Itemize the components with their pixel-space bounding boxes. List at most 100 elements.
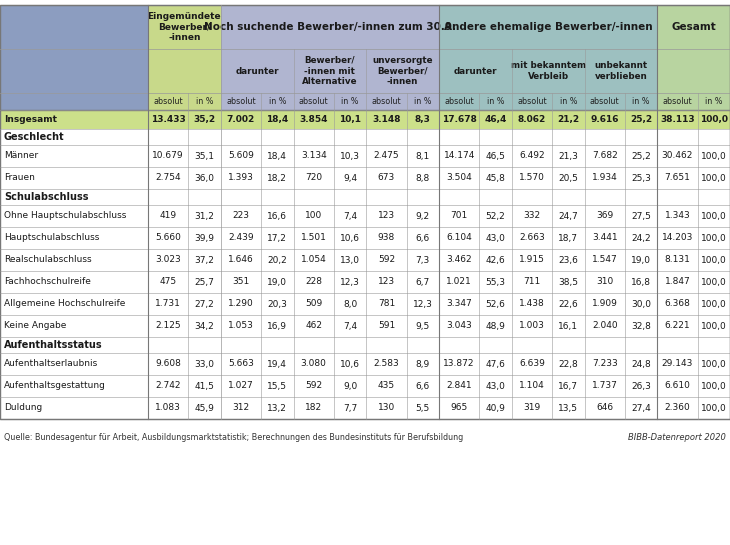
Text: 46,5: 46,5 (485, 152, 505, 160)
Bar (366, 129, 407, 145)
Bar (407, 293, 439, 315)
Text: 41,5: 41,5 (195, 382, 215, 391)
Text: 10,1: 10,1 (339, 115, 361, 124)
Text: 7,4: 7,4 (343, 322, 357, 330)
Text: Quelle: Bundesagentur für Arbeit, Ausbildungsmarktstatistik; Berechnungen des Bu: Quelle: Bundesagentur für Arbeit, Ausbil… (4, 433, 464, 441)
Text: 2.475: 2.475 (374, 152, 399, 160)
Bar (334, 337, 366, 353)
Text: 29.143: 29.143 (662, 360, 693, 368)
Bar (334, 167, 366, 189)
Bar (261, 110, 293, 129)
Bar (261, 129, 293, 145)
Text: in %: in % (269, 97, 286, 106)
Bar (0, 110, 148, 129)
Text: 3.080: 3.080 (301, 360, 326, 368)
Text: 1.343: 1.343 (664, 211, 691, 221)
Bar (698, 167, 730, 189)
Text: absolut: absolut (299, 97, 328, 106)
Bar (0, 337, 148, 353)
Text: 711: 711 (523, 277, 540, 287)
Text: 17.678: 17.678 (442, 115, 477, 124)
Bar (585, 315, 625, 337)
Text: 38.113: 38.113 (660, 115, 695, 124)
Text: 2.125: 2.125 (155, 322, 181, 330)
Text: 27,5: 27,5 (631, 211, 651, 221)
Text: 2.663: 2.663 (519, 233, 545, 243)
Text: 223: 223 (232, 211, 250, 221)
Bar (366, 271, 407, 293)
Bar (657, 167, 698, 189)
Bar (148, 167, 188, 189)
Bar (188, 205, 220, 227)
Bar (0, 189, 148, 205)
Bar (512, 271, 552, 293)
Bar (585, 93, 657, 110)
Bar (293, 227, 334, 249)
Bar (220, 110, 261, 129)
Bar (334, 271, 366, 293)
Bar (585, 353, 625, 375)
Text: 34,2: 34,2 (195, 322, 215, 330)
Text: 1.570: 1.570 (519, 173, 545, 183)
Text: 7.002: 7.002 (227, 115, 255, 124)
Text: 12,3: 12,3 (413, 300, 433, 308)
Bar (334, 227, 366, 249)
Bar (439, 249, 480, 271)
Bar (552, 145, 585, 167)
Text: in %: in % (342, 97, 359, 106)
Bar (188, 110, 220, 129)
Bar (0, 5, 148, 110)
Bar (220, 205, 261, 227)
Text: 31,2: 31,2 (195, 211, 215, 221)
Bar (625, 145, 657, 167)
Bar (293, 49, 366, 93)
Bar (625, 353, 657, 375)
Text: 419: 419 (160, 211, 177, 221)
Bar (366, 353, 407, 375)
Bar (261, 315, 293, 337)
Text: 25,7: 25,7 (195, 277, 215, 287)
Bar (698, 129, 730, 145)
Text: 13.872: 13.872 (443, 360, 475, 368)
Bar (366, 205, 407, 227)
Text: Noch suchende Bewerber/-innen zum 30.9.: Noch suchende Bewerber/-innen zum 30.9. (204, 22, 456, 32)
Bar (698, 145, 730, 167)
Text: 592: 592 (378, 256, 395, 264)
Bar (439, 353, 480, 375)
Bar (512, 353, 552, 375)
Bar (657, 293, 698, 315)
Bar (293, 315, 334, 337)
Bar (366, 227, 407, 249)
Text: 2.040: 2.040 (592, 322, 618, 330)
Bar (334, 110, 366, 129)
Bar (698, 227, 730, 249)
Text: in %: in % (414, 97, 431, 106)
Text: 8,1: 8,1 (415, 152, 430, 160)
Bar (512, 337, 552, 353)
Text: 3.148: 3.148 (372, 115, 401, 124)
Bar (0, 397, 148, 419)
Bar (407, 353, 439, 375)
Bar (625, 375, 657, 397)
Bar (148, 315, 188, 337)
Bar (293, 93, 366, 110)
Text: 100,0: 100,0 (701, 233, 726, 243)
Bar (220, 337, 261, 353)
Text: 591: 591 (378, 322, 395, 330)
Text: 18,4: 18,4 (267, 152, 287, 160)
Bar (698, 375, 730, 397)
Bar (220, 375, 261, 397)
Bar (439, 315, 480, 337)
Text: 100,0: 100,0 (701, 152, 726, 160)
Text: 21,2: 21,2 (557, 115, 580, 124)
Bar (293, 293, 334, 315)
Text: 701: 701 (450, 211, 468, 221)
Bar (552, 271, 585, 293)
Bar (512, 375, 552, 397)
Bar (366, 93, 439, 110)
Bar (585, 129, 625, 145)
Bar (220, 5, 439, 49)
Bar (625, 337, 657, 353)
Bar (188, 397, 220, 419)
Text: 1.737: 1.737 (592, 382, 618, 391)
